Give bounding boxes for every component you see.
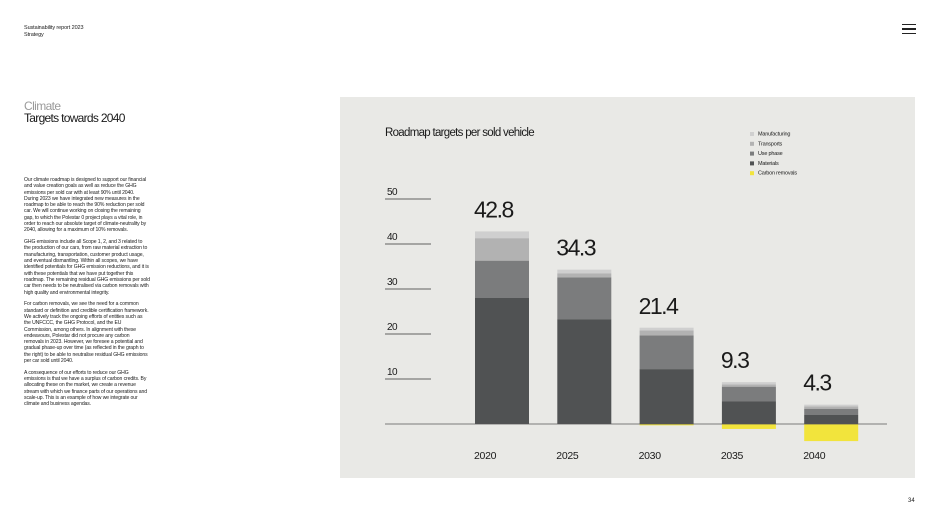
chart-title: Roadmap targets per sold vehicle <box>385 127 534 139</box>
legend-label: Use phase <box>758 151 783 157</box>
value-label: 21.4 <box>639 293 679 319</box>
y-tick-label: 20 <box>387 322 398 333</box>
menu-button[interactable] <box>902 24 916 37</box>
value-label: 42.8 <box>474 196 513 222</box>
bar-segment <box>804 424 859 442</box>
bar-segment <box>557 319 612 424</box>
bar-segment <box>475 238 529 261</box>
legend-label: Manufacturing <box>758 131 790 137</box>
bar-segment <box>639 424 694 426</box>
bar-segment <box>557 277 612 320</box>
bar-segment <box>639 330 694 336</box>
legend-label: Materials <box>758 161 779 167</box>
bar-segment <box>475 298 529 424</box>
bar-segment <box>721 401 776 424</box>
bar-segment <box>804 404 859 407</box>
bar-segment <box>721 386 776 402</box>
legend-swatch <box>750 151 754 156</box>
bar-segment <box>721 384 776 387</box>
y-tick-label: 50 <box>387 187 398 198</box>
bar-segment <box>721 424 776 429</box>
header: Sustainability report 2023 Strategy <box>24 25 84 39</box>
x-tick-label: 2035 <box>721 450 744 462</box>
page-title: Targets towards 2040 <box>24 111 125 125</box>
value-label: 34.3 <box>556 235 595 261</box>
legend-swatch <box>750 161 754 166</box>
legend-label: Transports <box>758 141 783 147</box>
y-tick-label: 30 <box>387 277 398 288</box>
bar-segment <box>804 408 859 415</box>
bar-segment <box>804 406 859 409</box>
bar-segment <box>804 415 859 424</box>
bar-segment <box>475 260 529 298</box>
legend-swatch <box>750 171 754 176</box>
paragraph: For carbon removals, we see the need for… <box>24 301 149 365</box>
x-tick-label: 2025 <box>556 450 579 462</box>
y-tick-label: 40 <box>387 232 398 243</box>
y-tick-label: 10 <box>387 367 398 378</box>
value-label: 4.3 <box>803 370 831 396</box>
bar-segment <box>721 382 776 385</box>
value-label: 9.3 <box>721 347 749 373</box>
page-number: 34 <box>908 498 915 504</box>
x-tick-label: 2020 <box>474 450 497 462</box>
legend-label: Carbon removals <box>758 171 797 177</box>
x-tick-label: 2030 <box>639 450 662 462</box>
bar-segment <box>557 269 612 274</box>
paragraph: A consequence of our efforts to reduce o… <box>24 369 147 408</box>
bar-segment <box>557 273 612 278</box>
report-name: Sustainability report 2023 <box>24 25 84 31</box>
paragraph: Our climate roadmap is designed to suppo… <box>24 177 147 234</box>
bar-segment <box>475 231 529 239</box>
paragraph: GHG emissions include all Scope 1, 2, an… <box>24 239 150 296</box>
section-name: Strategy <box>24 32 44 38</box>
legend-swatch <box>750 132 754 136</box>
kicker: Climate <box>24 99 61 113</box>
x-tick-label: 2040 <box>803 450 826 462</box>
legend-swatch <box>750 141 754 146</box>
bar-segment <box>639 335 694 370</box>
body-text: Our climate roadmap is designed to suppo… <box>24 177 150 413</box>
bar-segment <box>639 369 694 424</box>
bar-segment <box>639 327 694 331</box>
